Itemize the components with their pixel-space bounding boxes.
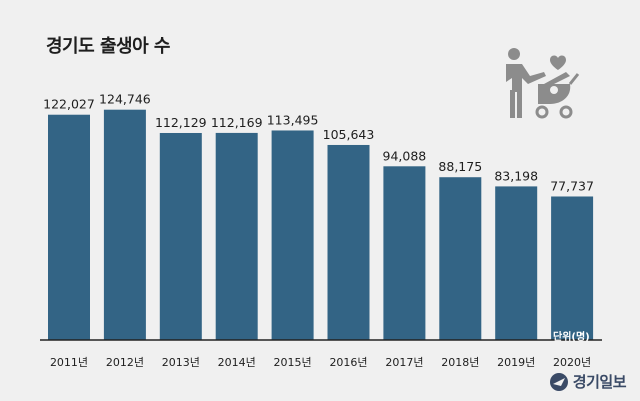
bar-2017년	[383, 166, 426, 340]
x-tick-label: 2012년	[106, 356, 144, 369]
x-tick-label: 2018년	[441, 356, 479, 369]
bar-2018년	[439, 177, 482, 340]
bar-2013년	[159, 132, 202, 340]
value-labels-group: 122,027 124,746 112,129 112,169 113,495 105,6…	[43, 92, 594, 194]
x-tick-label: 2019년	[497, 356, 535, 369]
value-label: 112,169	[211, 115, 263, 130]
bar-2019년	[495, 186, 538, 340]
publisher-logo: 경기일보	[549, 371, 627, 392]
x-tick-label: 2016년	[329, 356, 367, 369]
value-label: 124,746	[99, 92, 151, 107]
value-label: 77,737	[550, 178, 594, 193]
x-tick-label: 2015년	[274, 356, 312, 369]
bar-2014년	[215, 132, 258, 340]
logo-mark-icon	[549, 372, 568, 391]
value-label: 122,027	[43, 97, 95, 112]
x-tick-label: 2014년	[218, 356, 256, 369]
value-label: 83,198	[494, 168, 538, 183]
bar-2015년	[271, 130, 314, 340]
x-tick-label: 2017년	[385, 356, 423, 369]
x-tick-labels-group: 2011년 2012년 2013년 2014년 2015년 2016년 2017년 2018년…	[50, 356, 591, 369]
chart-title: 경기도 출생아 수	[46, 36, 170, 57]
bar-2012년	[103, 109, 146, 340]
parent-stroller-icon	[506, 48, 580, 119]
bar-2011년	[48, 114, 90, 340]
value-label: 88,175	[438, 159, 482, 174]
x-tick-label: 2020년	[553, 356, 591, 369]
x-tick-label: 2011년	[50, 356, 88, 369]
bar-2016년	[327, 144, 370, 340]
bars-group	[48, 109, 594, 340]
value-label: 112,129	[155, 115, 207, 130]
value-label: 105,643	[323, 127, 375, 142]
bar-2020년	[551, 196, 594, 340]
value-label: 113,495	[267, 112, 319, 127]
value-label: 94,088	[383, 148, 427, 163]
heart-icon	[550, 55, 566, 70]
unit-note: 단위(명)	[553, 332, 590, 343]
logo-text: 경기일보	[572, 373, 627, 391]
x-tick-label: 2013년	[162, 356, 200, 369]
